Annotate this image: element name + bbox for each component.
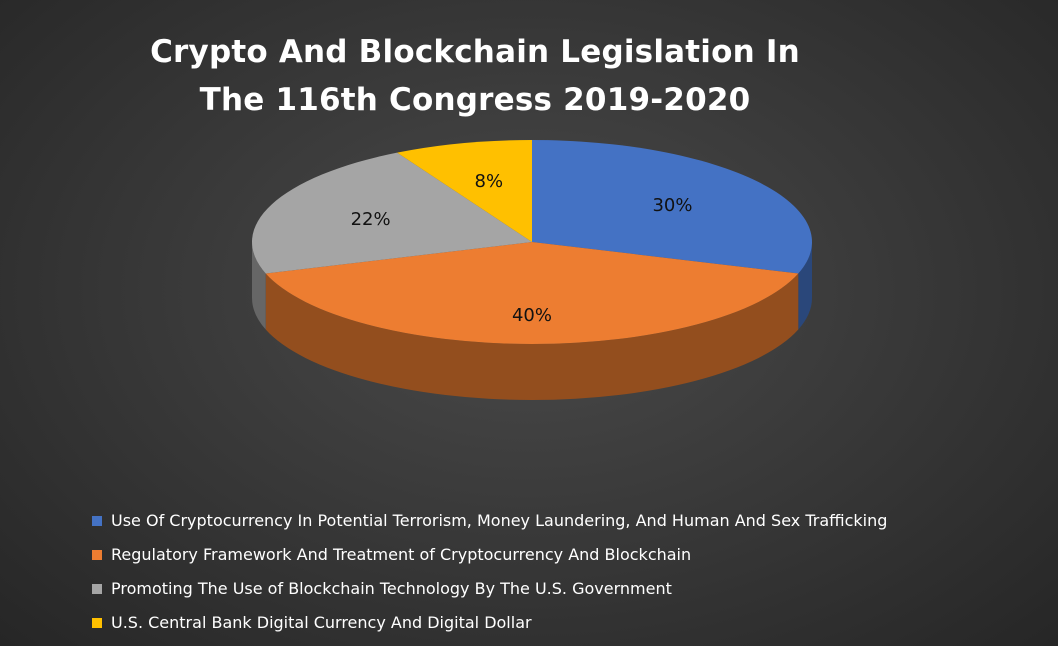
pie-slice-terrorism — [532, 140, 813, 274]
legend-label-government: Promoting The Use of Blockchain Technolo… — [111, 579, 672, 598]
pie-side-government — [252, 242, 266, 330]
chart-title: Crypto And Blockchain Legislation In The… — [0, 28, 950, 124]
legend-swatch-terrorism — [92, 516, 102, 526]
legend-label-digital-dollar: U.S. Central Bank Digital Currency And D… — [111, 613, 532, 632]
data-label-government: 22% — [351, 209, 391, 230]
legend-item-regulatory: Regulatory Framework And Treatment of Cr… — [92, 538, 887, 572]
pie-side-terrorism — [798, 242, 812, 330]
pie-sides — [252, 242, 812, 401]
legend-label-regulatory: Regulatory Framework And Treatment of Cr… — [111, 545, 692, 564]
data-label-digital-dollar: 8% — [475, 171, 504, 192]
chart-title-line-2: The 116th Congress 2019-2020 — [199, 82, 751, 118]
pie-slice-regulatory — [265, 242, 799, 345]
pie-slice-government — [251, 152, 532, 274]
pie-side-regulatory — [265, 273, 799, 401]
legend-label-terrorism: Use Of Cryptocurrency In Potential Terro… — [111, 511, 888, 530]
legend-swatch-regulatory — [92, 550, 102, 560]
legend: Use Of Cryptocurrency In Potential Terro… — [92, 504, 887, 640]
pie-labels: 30% 40% 22% 8% — [351, 171, 693, 326]
data-label-regulatory: 40% — [512, 305, 552, 326]
legend-item-government: Promoting The Use of Blockchain Technolo… — [92, 572, 887, 606]
legend-swatch-digital-dollar — [92, 618, 102, 628]
pie-slice-digital-dollar — [397, 140, 532, 242]
legend-item-digital-dollar: U.S. Central Bank Digital Currency And D… — [92, 606, 887, 640]
legend-item-terrorism: Use Of Cryptocurrency In Potential Terro… — [92, 504, 887, 538]
legend-swatch-government — [92, 584, 102, 594]
data-label-terrorism: 30% — [652, 195, 692, 216]
chart-title-line-1: Crypto And Blockchain Legislation In — [150, 34, 800, 70]
pie-tops — [251, 140, 813, 345]
